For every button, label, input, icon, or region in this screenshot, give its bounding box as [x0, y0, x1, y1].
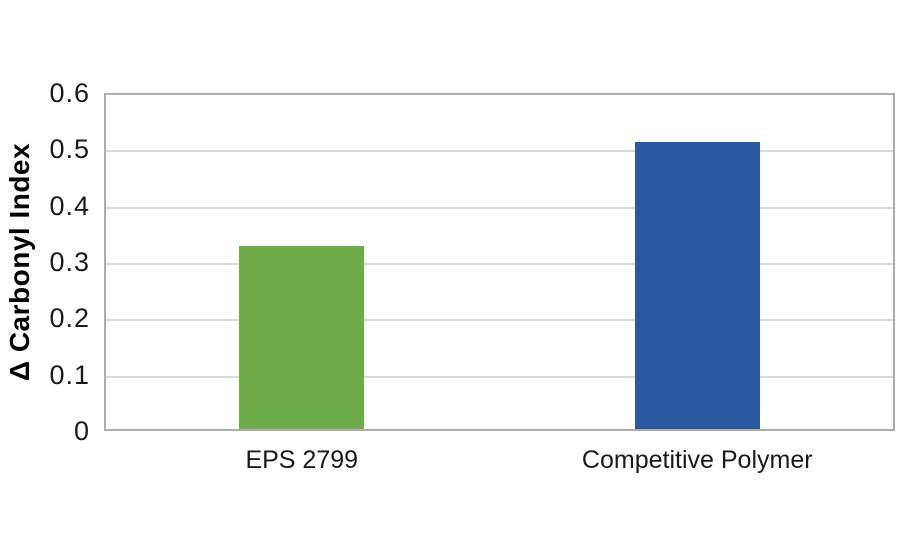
gridline-y-0.3: [106, 263, 893, 265]
y-tick-label-0.1: 0.1: [49, 359, 90, 390]
y-tick-label-0.6: 0.6: [49, 78, 90, 108]
gridline-y-0.1: [106, 375, 893, 378]
y-tick-label-0.5: 0.5: [49, 134, 90, 165]
plot-area: [104, 93, 895, 431]
bar-eps-2799: [239, 245, 365, 429]
y-tick-label-0.4: 0.4: [49, 190, 90, 221]
gridline-y-0.4: [106, 206, 893, 209]
x-category-label-eps-2799: EPS 2799: [245, 446, 359, 474]
gridline-y-0.5: [106, 150, 893, 153]
y-tick-label-0.2: 0.2: [49, 303, 90, 334]
bar-competitive-polymer: [634, 141, 760, 429]
gridline-y-0.2: [106, 319, 893, 322]
y-tick-label-0: 0: [73, 416, 90, 446]
x-category-label-competitive-polymer: Competitive Polymer: [581, 446, 813, 474]
y-tick-label-0.3: 0.3: [49, 247, 90, 277]
